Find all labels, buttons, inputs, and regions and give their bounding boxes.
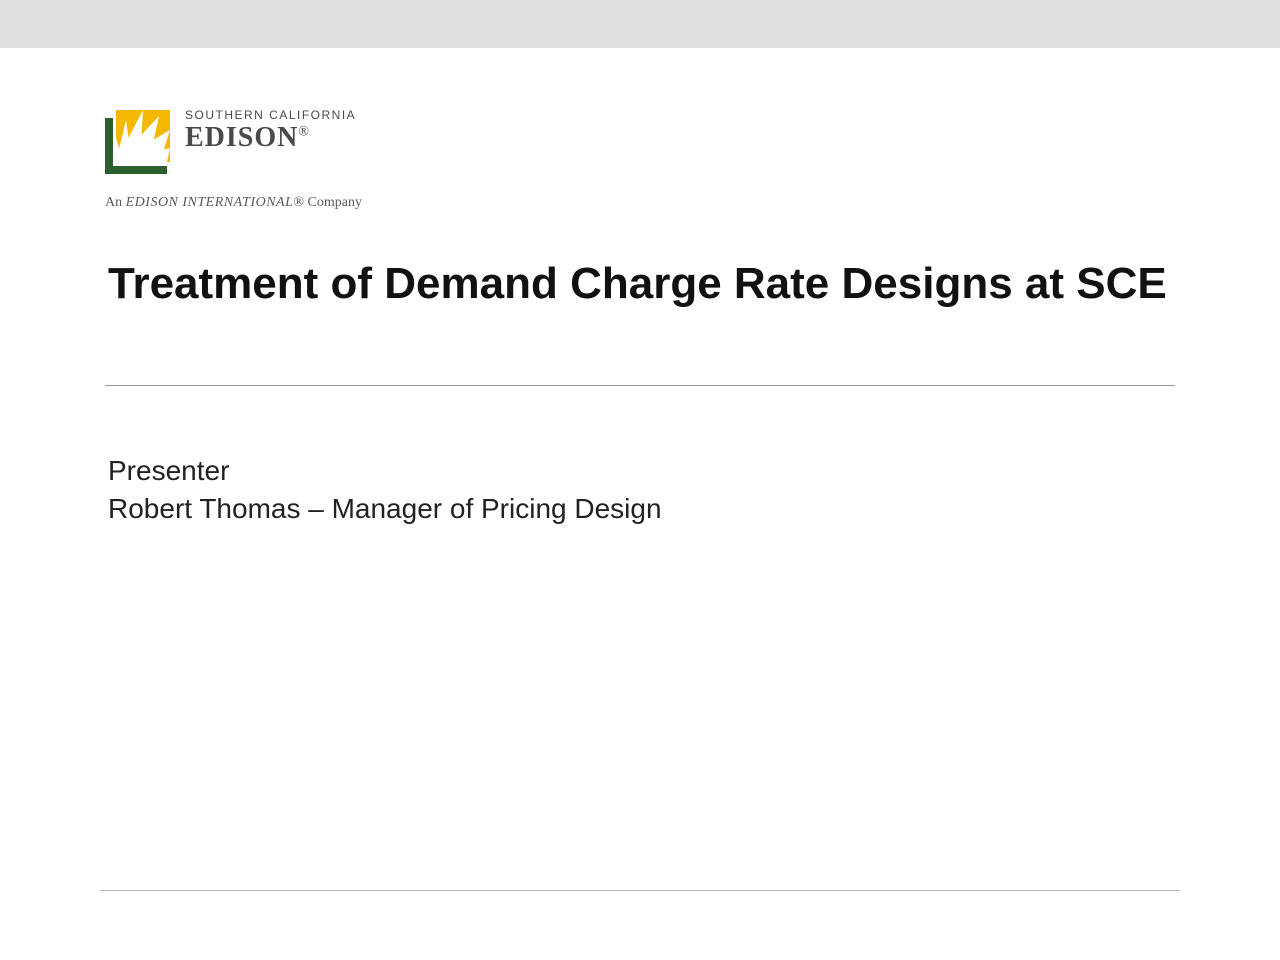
logo-main-text: EDISON xyxy=(185,122,298,153)
top-bar xyxy=(0,0,1280,48)
logo-registered-mark: ® xyxy=(298,125,310,140)
logo-text: SOUTHERN CALIFORNIA EDISON® xyxy=(185,108,356,152)
logo-tagline: An EDISON INTERNATIONAL® Company xyxy=(105,195,362,211)
presenter-block: Presenter Robert Thomas – Manager of Pri… xyxy=(108,452,662,528)
logo-company-top: SOUTHERN CALIFORNIA xyxy=(185,108,356,122)
footer-divider xyxy=(100,890,1180,891)
tagline-company: EDISON INTERNATIONAL xyxy=(126,195,294,210)
edison-sunburst-icon xyxy=(105,110,173,180)
logo-company-main: EDISON® xyxy=(185,124,356,152)
company-logo: SOUTHERN CALIFORNIA EDISON® xyxy=(105,110,356,180)
presenter-name: Robert Thomas – Manager of Pricing Desig… xyxy=(108,490,662,528)
tagline-reg: ® xyxy=(293,195,304,210)
presenter-label: Presenter xyxy=(108,452,662,490)
title-divider xyxy=(105,385,1175,386)
tagline-suffix: Company xyxy=(304,195,362,210)
slide-title: Treatment of Demand Charge Rate Designs … xyxy=(108,258,1168,310)
tagline-prefix: An xyxy=(105,195,126,210)
